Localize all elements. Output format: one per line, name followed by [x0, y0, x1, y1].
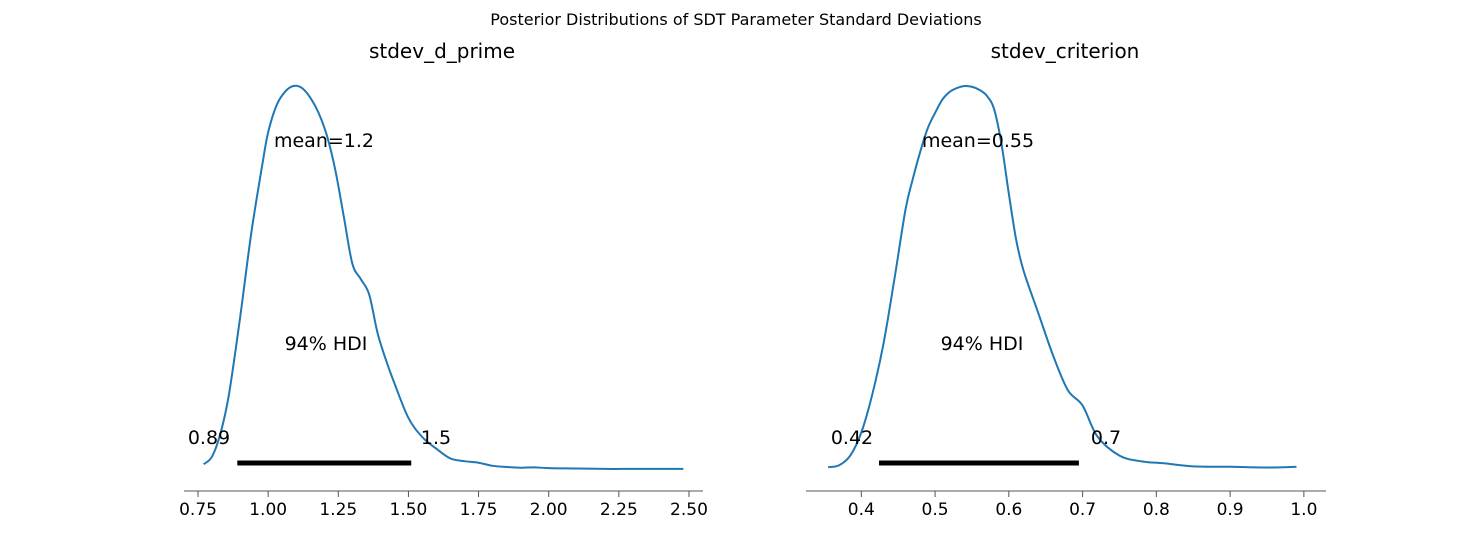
panel-stdev-criterion: stdev_criterion mean=0.55 94% HDI 0.42 0…: [806, 39, 1326, 520]
x-tick-label: 2.25: [600, 500, 638, 520]
mean-label: mean=0.55: [922, 130, 1034, 152]
hdi-high-label: 1.5: [421, 427, 451, 449]
figure-suptitle: Posterior Distributions of SDT Parameter…: [490, 10, 981, 29]
panel-stdev-d-prime: stdev_d_prime mean=1.2 94% HDI 0.89 1.5 …: [179, 39, 708, 520]
x-tick-label: 0.5: [922, 500, 949, 520]
x-tick-label: 1.50: [390, 500, 428, 520]
panel-title: stdev_d_prime: [369, 39, 515, 63]
x-tick-label: 0.6: [995, 500, 1022, 520]
hdi-high-label: 0.7: [1091, 427, 1121, 449]
x-axis-ticks: 0.4 0.5 0.6 0.7 0.8 0.9 1.0: [848, 491, 1317, 520]
x-tick-label: 0.4: [848, 500, 875, 520]
hdi-label: 94% HDI: [285, 333, 368, 355]
x-tick-label: 0.7: [1069, 500, 1096, 520]
x-tick-label: 1.75: [460, 500, 498, 520]
density-curve: [827, 84, 1297, 469]
panel-title: stdev_criterion: [991, 39, 1140, 63]
x-tick-label: 1.0: [1290, 500, 1317, 520]
x-tick-label: 1.25: [319, 500, 357, 520]
hdi-low-label: 0.42: [831, 427, 873, 449]
x-tick-label: 0.9: [1217, 500, 1244, 520]
x-tick-label: 2.00: [530, 500, 568, 520]
x-tick-label: 1.00: [249, 500, 287, 520]
hdi-label: 94% HDI: [941, 333, 1024, 355]
mean-label: mean=1.2: [274, 130, 374, 152]
x-tick-label: 2.50: [670, 500, 708, 520]
hdi-low-label: 0.89: [188, 427, 230, 449]
x-tick-label: 0.75: [179, 500, 217, 520]
x-axis-ticks: 0.75 1.00 1.25 1.50 1.75 2.00 2.25 2.50: [179, 491, 708, 520]
density-curve: [202, 84, 684, 470]
x-tick-label: 0.8: [1143, 500, 1170, 520]
